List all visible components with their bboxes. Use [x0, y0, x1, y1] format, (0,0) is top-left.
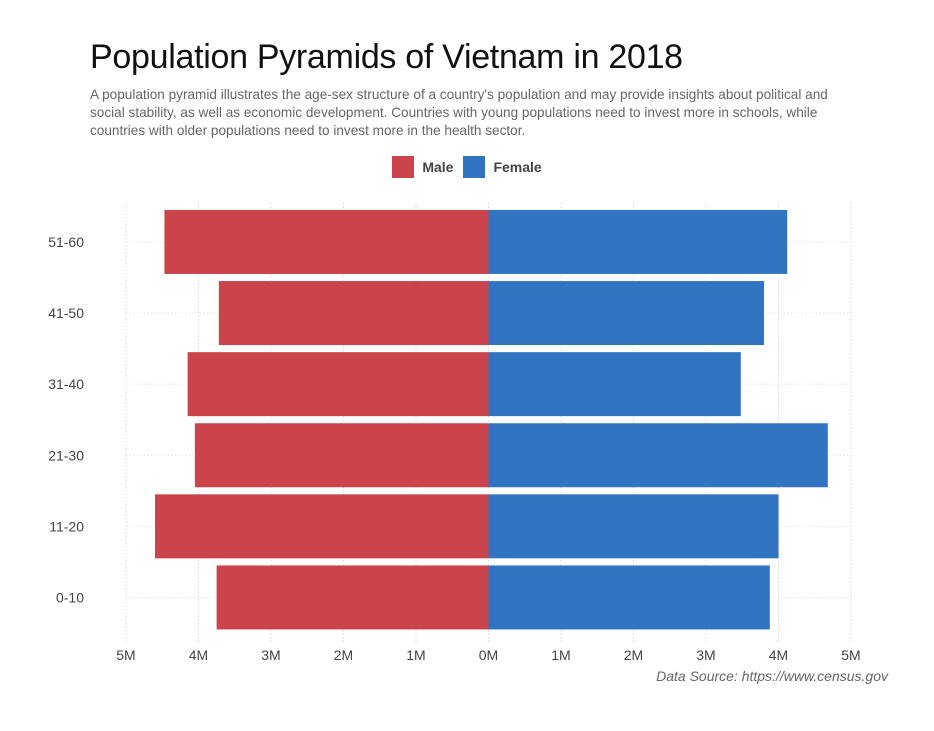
bar-male — [164, 209, 489, 274]
bar-female — [488, 352, 741, 417]
legend-swatch-female — [463, 156, 486, 178]
legend-label-female: Female — [493, 159, 542, 175]
x-tick-label: 3M — [261, 647, 280, 663]
legend-item-female: Female — [463, 156, 542, 178]
y-tick-label: 21-30 — [48, 447, 84, 463]
bar-female — [488, 494, 779, 559]
y-tick-label: 0-10 — [56, 589, 84, 605]
x-tick-label: 1M — [406, 647, 425, 663]
x-tick-label: 5M — [841, 647, 860, 663]
bar-female — [488, 423, 828, 488]
bar-male — [155, 494, 489, 559]
legend: Male Female — [0, 156, 934, 178]
bar-female — [488, 565, 770, 630]
bar-female — [488, 209, 788, 274]
bar-female — [488, 281, 764, 346]
x-tick-label: 3M — [696, 647, 715, 663]
bar-male — [194, 423, 489, 488]
x-tick-label: 2M — [624, 647, 643, 663]
x-tick-label: 2M — [334, 647, 353, 663]
chart-subtitle: A population pyramid illustrates the age… — [90, 87, 828, 138]
y-tick-label: 41-50 — [48, 305, 84, 321]
y-tick-label: 11-20 — [49, 518, 84, 534]
x-tick-label: 4M — [769, 647, 788, 663]
y-tick-label: 51-60 — [48, 234, 84, 250]
bar-male — [216, 565, 489, 630]
legend-item-male: Male — [392, 156, 453, 178]
x-tick-label: 1M — [551, 647, 570, 663]
x-tick-label: 0M — [479, 647, 498, 663]
chart-title: Population Pyramids of Vietnam in 2018 — [90, 38, 683, 76]
x-tick-label: 5M — [116, 647, 135, 663]
legend-label-male: Male — [422, 159, 454, 175]
bar-male — [218, 281, 489, 346]
y-tick-label: 31-40 — [48, 376, 84, 392]
legend-swatch-male — [392, 156, 415, 178]
bar-male — [187, 352, 489, 417]
x-tick-label: 4M — [189, 647, 208, 663]
data-source-note: Data Source: https://www.census.gov — [656, 668, 888, 684]
